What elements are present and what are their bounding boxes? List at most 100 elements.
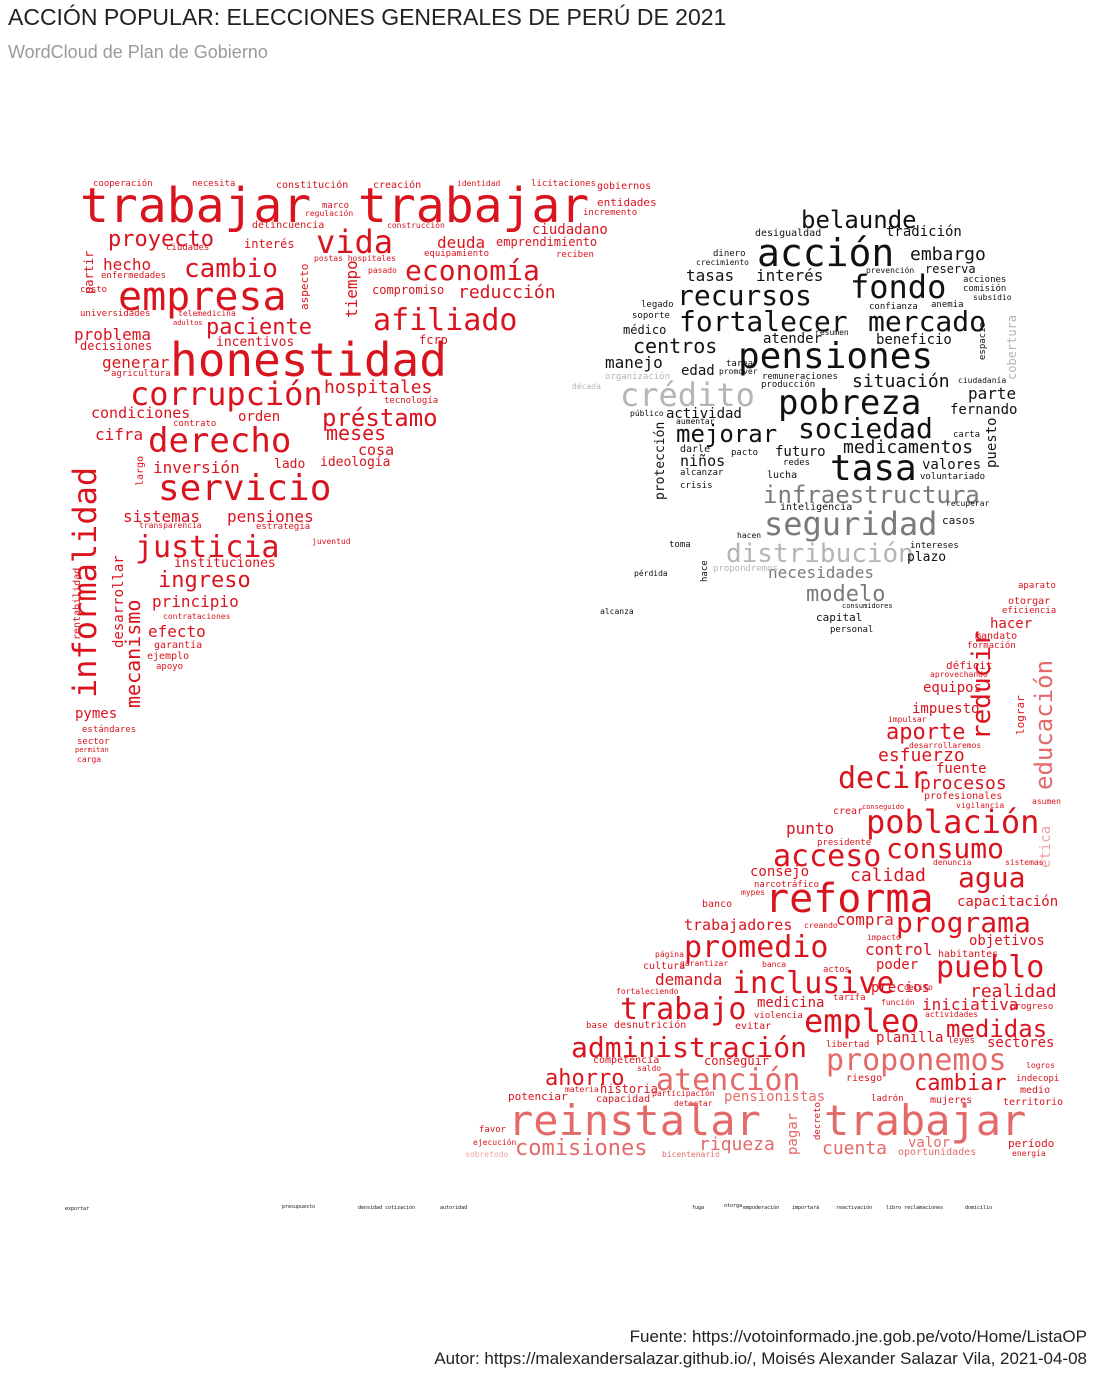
- cloud-word: enfermedades: [101, 271, 166, 281]
- cloud-word: impuesto: [912, 701, 979, 717]
- cloud-word: materia: [565, 1085, 599, 1094]
- cloud-word: aspecto: [298, 264, 311, 310]
- cloud-word: banca: [762, 960, 786, 969]
- cloud-word: estándares: [82, 725, 136, 735]
- cloud-word: página: [655, 950, 684, 959]
- cloud-word: universidades: [80, 309, 150, 319]
- cloud-word: actividad: [666, 406, 742, 422]
- cloud-word: ejecución: [473, 1137, 517, 1147]
- cloud-word: entidades: [597, 196, 657, 209]
- cloud-word: belaunde: [801, 206, 917, 234]
- cloud-word: condiciones: [91, 404, 190, 422]
- cloud-word: creación: [373, 179, 421, 191]
- cloud-word: apoyo: [156, 662, 183, 672]
- cloud-word: medicina: [757, 995, 824, 1011]
- cloud-word: alcanza: [600, 607, 634, 616]
- cloud-word: hacer: [990, 616, 1032, 632]
- cloud-word: costo: [80, 285, 107, 295]
- cloud-word: esfuerzo: [878, 745, 965, 766]
- cloud-word: tarifa: [833, 993, 866, 1003]
- cloud-word: pobreza: [778, 383, 921, 423]
- cloud-word: público: [630, 409, 664, 418]
- cloud-word: centros: [633, 334, 717, 358]
- cloud-word: reserva: [925, 262, 976, 276]
- cloud-word: empoderación: [743, 1204, 779, 1211]
- cloud-word: legado: [641, 300, 674, 310]
- cloud-word: recursos: [677, 279, 812, 312]
- cloud-word: fuente: [936, 761, 987, 777]
- cloud-word: cambiar: [914, 1071, 1007, 1096]
- cloud-word: pensiones: [738, 336, 933, 377]
- cloud-word: fcrp: [419, 333, 448, 347]
- cloud-word: favor: [479, 1125, 507, 1135]
- cloud-word: acción: [757, 231, 894, 275]
- cloud-word: cifra: [95, 425, 143, 444]
- cloud-word: hospitales: [324, 377, 432, 398]
- cloud-word: juventud: [312, 537, 351, 546]
- caption: Fuente: https://votoinformado.jne.gob.pe…: [434, 1326, 1087, 1370]
- cloud-word: trabajo: [620, 992, 746, 1027]
- cloud-word: precios: [871, 980, 930, 996]
- cloud-word: denuncia: [933, 858, 972, 867]
- cloud-word: empleo: [804, 1002, 920, 1040]
- cloud-word: embargo: [910, 244, 986, 265]
- cloud-word: vigilancia: [956, 801, 1004, 810]
- cloud-word: informalidad: [66, 467, 104, 698]
- cloud-word: compra: [836, 910, 894, 929]
- cloud-word: capacitación: [957, 894, 1058, 910]
- cloud-word: pensiones: [227, 507, 314, 526]
- cloud-word: sistemas: [123, 507, 200, 526]
- cloud-word: función: [881, 997, 915, 1007]
- cloud-word: leyes: [948, 1036, 975, 1046]
- cloud-word: mypes: [741, 888, 765, 897]
- cloud-word: garantizar: [680, 959, 728, 968]
- cloud-word: principio: [152, 592, 239, 611]
- cloud-word: infraestructura: [763, 481, 980, 509]
- cloud-word: pasado: [368, 266, 397, 275]
- cloud-word: licitaciones: [531, 179, 596, 189]
- cloud-word: ideología: [320, 455, 390, 470]
- cloud-word: crédito: [620, 376, 755, 414]
- cloud-word: medio: [1020, 1085, 1050, 1096]
- cloud-word: toma: [669, 540, 691, 550]
- cloud-word: trabajadores: [684, 916, 792, 934]
- cloud-word: darle: [680, 444, 710, 455]
- cloud-word: mujeres: [930, 1095, 972, 1106]
- cloud-word: atender: [763, 331, 822, 347]
- cloud-word: mecanismo: [121, 600, 145, 708]
- cloud-word: crear: [833, 806, 863, 817]
- cloud-word: necesita: [192, 179, 235, 189]
- cloud-word: niños: [680, 452, 725, 470]
- cloud-word: realidad: [970, 981, 1057, 1002]
- cloud-word: identidad: [457, 179, 501, 188]
- cloud-word: soporte: [632, 311, 670, 321]
- cloud-word: espacio: [978, 322, 988, 360]
- source-line: Fuente: https://votoinformado.jne.gob.pe…: [629, 1327, 1087, 1346]
- cloud-word: programa: [896, 906, 1031, 939]
- cloud-word: base: [586, 1021, 608, 1031]
- cloud-word: atención: [656, 1063, 801, 1098]
- cloud-word: riesgo: [846, 1073, 882, 1084]
- cloud-word: fernando: [950, 402, 1017, 418]
- cloud-word: lado: [274, 457, 305, 472]
- cloud-word: densidad cotización: [358, 1204, 415, 1211]
- cloud-word: lucha: [767, 470, 797, 481]
- cloud-word: médico: [623, 323, 666, 337]
- cloud-word: largo: [135, 456, 146, 486]
- cloud-word: alcanzar: [680, 468, 724, 478]
- cloud-word: participación: [652, 1088, 715, 1098]
- cloud-word: pymes: [75, 706, 117, 722]
- cloud-word: libertad: [826, 1040, 869, 1050]
- cloud-word: punto: [786, 819, 834, 838]
- cloud-word: capital: [816, 611, 862, 624]
- cloud-word: tradición: [886, 224, 962, 240]
- cloud-word: sectores: [987, 1035, 1054, 1051]
- cloud-word: reinstalar: [508, 1096, 761, 1145]
- cloud-word: lograr: [1014, 695, 1027, 735]
- cloud-word: regulación: [305, 208, 353, 218]
- cloud-word: promover: [719, 367, 758, 376]
- cloud-word: contrataciones: [163, 612, 231, 621]
- cloud-word: educación: [1030, 660, 1058, 790]
- cloud-word: vida: [316, 223, 393, 261]
